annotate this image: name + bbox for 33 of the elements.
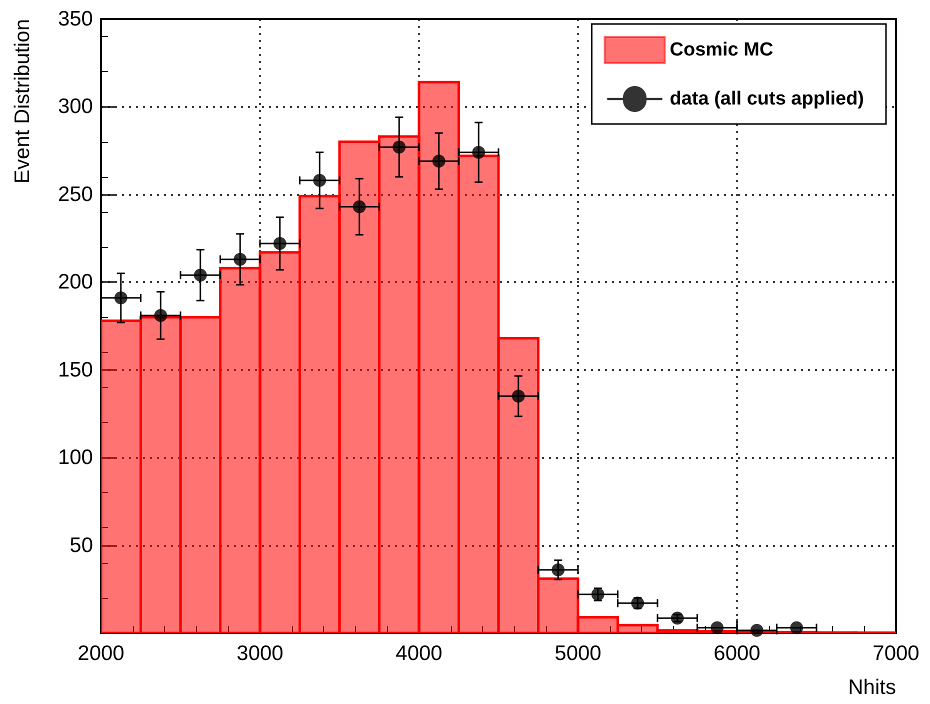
y-tick-label: 250 <box>58 182 93 206</box>
legend-label: Cosmic MC <box>670 40 774 60</box>
point <box>392 140 406 154</box>
point <box>234 252 247 266</box>
point <box>352 200 366 214</box>
y-axis-title: Event Distribution <box>11 19 34 184</box>
point <box>472 146 486 159</box>
point <box>710 621 724 634</box>
point <box>512 390 525 403</box>
point <box>154 308 168 322</box>
y-tick-label: 350 <box>58 8 93 30</box>
x-tick-label: 6000 <box>714 642 760 665</box>
x-tick-label: 7000 <box>872 642 920 665</box>
point <box>670 612 684 625</box>
point <box>114 291 128 304</box>
y-tick-label: 150 <box>58 358 93 382</box>
y-tick-label: 50 <box>70 534 93 557</box>
legend-label: data (all cuts applied) <box>670 88 864 110</box>
point <box>552 563 565 576</box>
point <box>313 174 326 187</box>
y-tick-label: 100 <box>58 446 93 470</box>
point <box>194 268 207 282</box>
x-axis-title: Nhits <box>848 676 896 699</box>
y-tick-label: 300 <box>58 95 93 118</box>
y-tick-label: 200 <box>58 270 93 294</box>
x-tick-label: 3000 <box>236 642 284 665</box>
point <box>273 237 286 250</box>
x-tick-label: 2000 <box>78 642 124 665</box>
x-tick-label: 4000 <box>396 642 442 665</box>
x-tick-label: 5000 <box>554 642 602 665</box>
point <box>750 624 764 637</box>
point <box>432 154 446 168</box>
point <box>790 621 804 634</box>
